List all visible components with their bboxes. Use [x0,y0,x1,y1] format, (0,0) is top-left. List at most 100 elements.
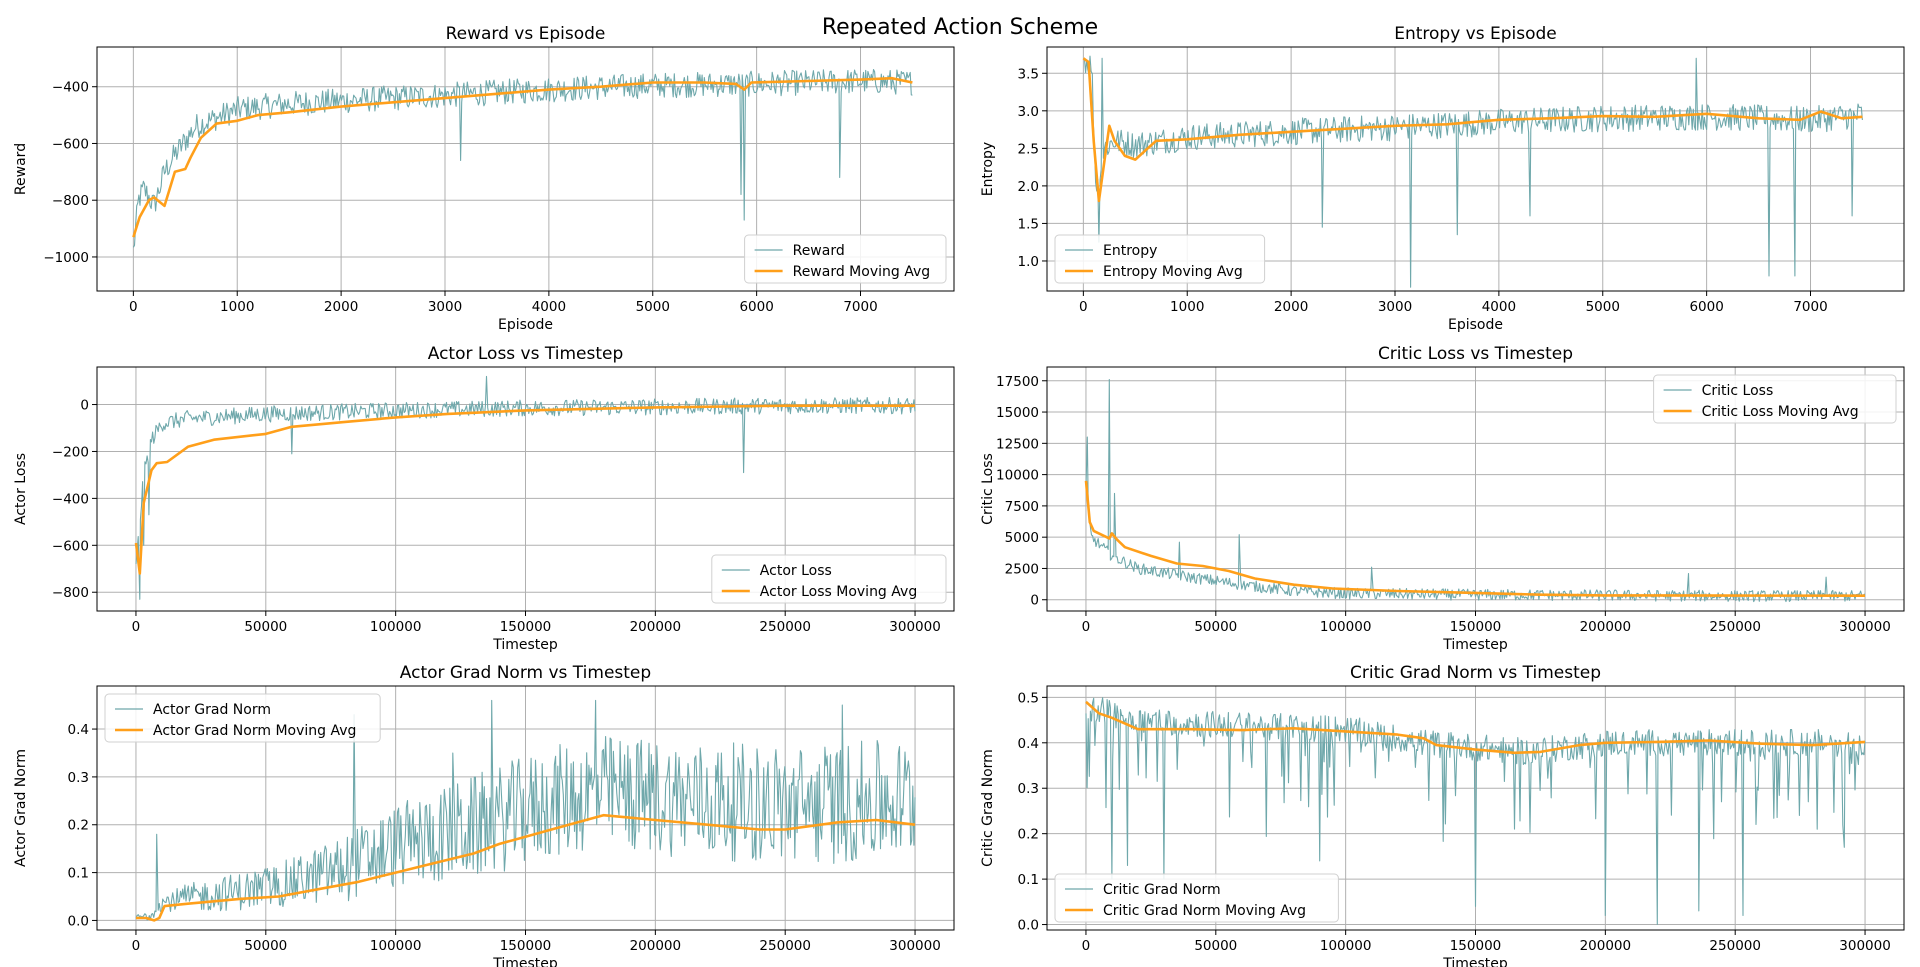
x-tick-label: 200000 [630,938,682,954]
y-tick-label: 0.5 [1018,690,1039,706]
axes-frame [96,46,955,292]
x-tick-label: 0 [1082,938,1091,954]
x-tick-label: 7000 [1793,299,1827,315]
y-axis-label: Actor Loss [13,453,29,525]
y-tick-label: 0.2 [1018,827,1039,843]
chart-title: Actor Loss vs Timestep [428,344,624,364]
x-tick-label: 250000 [1709,938,1761,954]
x-tick-label: 7000 [843,299,877,315]
chart-title: Actor Grad Norm vs Timestep [400,663,651,683]
x-tick-label: 0 [132,938,141,954]
x-tick-label: 300000 [1839,938,1891,954]
chart-entropy: 0 1000 2000 3000 4000 5000 6000 7000 1.0 1.5 2.0 2.… [980,24,1905,333]
legend: Reward Reward Moving Avg [744,234,947,284]
grid [1047,367,1904,611]
y-tick-label: 2.0 [1018,179,1039,195]
legend-entry: Reward Moving Avg [793,264,931,280]
series-raw-line [132,68,913,248]
x-tick-label: 2000 [324,299,358,315]
y-tick-label: 0.0 [1018,918,1039,934]
chart-title: Entropy vs Episode [1394,24,1557,44]
y-tick-label: −400 [52,491,89,507]
y-tick-label: −200 [52,444,89,460]
x-tick-label: 300000 [1839,619,1891,635]
y-axis-label: Entropy [980,142,996,196]
x-tick-label: 150000 [1450,619,1502,635]
x-tick-label: 50000 [1194,619,1237,635]
y-tick-label: 3.5 [1018,66,1039,82]
x-tick-label: 100000 [370,938,422,954]
legend-entry: Critic Grad Norm [1103,882,1221,898]
chart-actor_grad: 0 50000 100000 150000 200000 250000 300000 0.0 0… [13,663,955,967]
chart-critic_loss: 0 50000 100000 150000 200000 250000 300000 0 250… [980,344,1905,653]
series-moving-avg-line [136,813,916,922]
grid [1047,47,1904,291]
series-raw-line [135,699,916,921]
x-tick-label: 50000 [244,619,287,635]
y-tick-label: 0.0 [68,913,89,929]
axes-frame [1046,46,1905,292]
x-tick-label: 150000 [1450,938,1502,954]
chart-title: Critic Grad Norm vs Timestep [1350,663,1601,683]
series-moving-avg-line [134,404,915,575]
plot-area [1085,697,1866,926]
x-tick-label: 5000 [1586,299,1620,315]
x-tick-label: 4000 [1482,299,1516,315]
legend-box [1054,234,1266,284]
y-tick-label: 0 [80,398,89,414]
legend: Entropy Entropy Moving Avg [1054,234,1266,284]
x-tick-label: 150000 [500,938,552,954]
series-moving-avg-line [1084,480,1866,597]
plot-area [132,68,913,248]
plot-area [1082,55,1863,288]
y-tick-label: 0.4 [1018,736,1039,752]
y-tick-label: 0.2 [68,818,89,834]
legend: Actor Loss Actor Loss Moving Avg [711,554,947,604]
x-tick-label: 200000 [1580,938,1632,954]
chart-title: Critic Loss vs Timestep [1378,344,1573,364]
legend-box [1054,873,1339,923]
x-tick-label: 300000 [889,619,941,635]
x-tick-label: 2000 [1274,299,1308,315]
y-tick-label: 3.0 [1018,104,1039,120]
y-tick-label: 2.5 [1018,141,1039,157]
x-axis-label: Timestep [492,637,558,653]
y-tick-label: 0.1 [1018,872,1039,888]
x-tick-label: 250000 [1709,619,1761,635]
x-axis-label: Episode [1448,317,1503,333]
x-tick-label: 3000 [1378,299,1412,315]
y-tick-label: 0.3 [68,770,89,786]
x-tick-label: 200000 [1580,619,1632,635]
chart-actor_loss: 0 50000 100000 150000 200000 250000 300000 −800… [13,344,955,653]
x-tick-label: 300000 [889,938,941,954]
y-tick-label: 15000 [996,405,1039,421]
series-moving-avg-line [1082,57,1863,203]
chart-critic_grad: 0 50000 100000 150000 200000 250000 300000 0.0 0… [980,663,1905,967]
legend-box [104,693,381,743]
y-tick-label: 12500 [996,436,1039,452]
plot-area [1084,378,1866,603]
x-tick-label: 100000 [1320,938,1372,954]
series-raw-line [1085,378,1866,603]
x-tick-label: 100000 [1320,619,1372,635]
y-tick-label: 0.4 [68,722,89,738]
y-axis-label: Critic Grad Norm [980,749,996,867]
y-axis-label: Actor Grad Norm [13,749,29,867]
y-tick-label: 7500 [1005,499,1039,515]
y-tick-label: 5000 [1005,530,1039,546]
plot-area [134,375,916,600]
legend-entry: Entropy [1103,243,1157,259]
x-tick-label: 0 [1079,299,1088,315]
x-tick-label: 6000 [1689,299,1723,315]
x-tick-label: 200000 [630,619,682,635]
legend: Critic Loss Critic Loss Moving Avg [1653,374,1897,424]
x-tick-label: 250000 [759,619,811,635]
legend: Actor Grad Norm Actor Grad Norm Moving Av… [104,693,381,743]
y-tick-label: −600 [52,538,89,554]
y-tick-label: −800 [52,585,89,601]
x-axis-label: Timestep [492,956,558,967]
chart-title: Reward vs Episode [446,24,606,44]
x-tick-label: 0 [132,619,141,635]
x-tick-label: 1000 [220,299,254,315]
x-tick-label: 6000 [739,299,773,315]
